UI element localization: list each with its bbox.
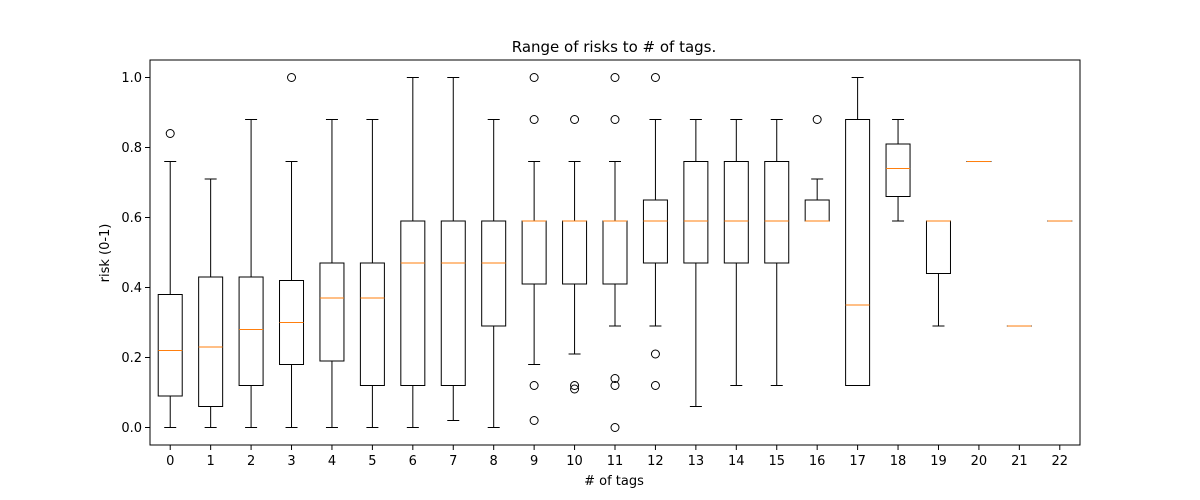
outlier-point (610, 73, 620, 82)
x-tick-label: 6 (409, 454, 417, 469)
outlier-point (650, 349, 660, 359)
x-tick-label: 14 (728, 454, 745, 469)
box-group (440, 77, 466, 421)
box-iqr (804, 199, 830, 222)
box-group (521, 73, 547, 425)
x-tick-label: 3 (287, 454, 295, 469)
box-iqr (764, 161, 790, 264)
y-tick-label: 0.6 (121, 211, 142, 226)
outlier-point (570, 115, 580, 124)
box-group (198, 178, 224, 428)
box-group (562, 115, 588, 394)
box-group (359, 119, 385, 428)
y-axis-title: risk (0-1) (98, 224, 113, 283)
box-iqr (845, 119, 871, 386)
x-tick-label: 17 (849, 454, 866, 469)
box-group (683, 119, 709, 407)
box-group (804, 115, 830, 222)
x-tick-label: 18 (890, 454, 907, 469)
y-tick-label: 0.8 (121, 141, 142, 156)
y-tick-label: 1.0 (121, 71, 142, 86)
outlier-point (650, 73, 660, 82)
x-tick-label: 5 (368, 454, 376, 469)
outlier-point (529, 381, 539, 390)
x-tick-label: 11 (607, 454, 624, 469)
outlier-point (610, 381, 620, 390)
box-iqr (440, 220, 466, 386)
x-tick-label: 10 (566, 454, 583, 469)
outlier-point (610, 115, 620, 124)
x-tick-label: 13 (688, 454, 705, 469)
box-iqr (642, 199, 668, 264)
outlier-point (610, 423, 620, 432)
x-tick-label: 1 (207, 454, 215, 469)
box-group (238, 119, 264, 428)
y-tick-label: 0.2 (121, 351, 142, 366)
outlier-point (529, 73, 539, 82)
box-group (845, 77, 871, 386)
y-tick-label: 0.4 (121, 281, 142, 296)
box-group (279, 73, 305, 428)
box-iqr (562, 220, 588, 285)
box-iqr (400, 220, 426, 386)
outlier-point (610, 374, 620, 383)
box-group (764, 119, 790, 386)
x-tick-label: 22 (1052, 454, 1069, 469)
outlier-point (812, 115, 822, 124)
x-tick-label: 9 (530, 454, 538, 469)
x-tick-label: 15 (768, 454, 785, 469)
box-group (885, 119, 911, 222)
plot-frame (149, 59, 1081, 446)
x-tick-label: 16 (809, 454, 826, 469)
box-group (723, 119, 749, 386)
box-group (157, 129, 183, 428)
box-iqr (885, 143, 911, 197)
box-group (925, 220, 951, 327)
x-tick-label: 21 (1011, 454, 1028, 469)
box-group (602, 73, 628, 432)
x-tick-label: 19 (930, 454, 947, 469)
outlier-point (570, 381, 580, 390)
box-group (400, 77, 426, 428)
outlier-point (529, 416, 539, 425)
x-axis-title: # of tags (584, 474, 644, 489)
y-tick-label: 0.0 (121, 421, 142, 436)
x-tick-label: 2 (247, 454, 255, 469)
box-iqr (157, 294, 183, 397)
box-group (642, 73, 668, 390)
axis-ticks: 0.00.20.40.60.81.00 1 2 3 4 5 6 7 8 9 10 11 12 13 14 15… (121, 71, 1068, 469)
box-iqr (723, 161, 749, 264)
outlier-point (287, 73, 297, 82)
x-tick-label: 12 (647, 454, 664, 469)
x-tick-label: 7 (449, 454, 457, 469)
outlier-point (650, 381, 660, 390)
chart-title: Range of risks to # of tags. (512, 38, 717, 56)
box-group (319, 119, 345, 428)
box-iqr (602, 220, 628, 285)
x-tick-label: 0 (166, 454, 174, 469)
box-group (481, 119, 507, 428)
outlier-point (165, 129, 175, 138)
x-tick-label: 20 (971, 454, 988, 469)
box-iqr (481, 220, 507, 327)
outlier-point (529, 115, 539, 124)
box-iqr (359, 262, 385, 386)
box-iqr (319, 262, 345, 362)
outlier-point (570, 384, 580, 394)
box-iqr (925, 220, 951, 274)
box-iqr (198, 276, 224, 407)
box-iqr (521, 220, 547, 285)
x-tick-label: 4 (328, 454, 336, 469)
box-iqr (683, 161, 709, 264)
x-tick-label: 8 (490, 454, 498, 469)
box-iqr (238, 276, 264, 386)
plot-area (149, 59, 1081, 446)
